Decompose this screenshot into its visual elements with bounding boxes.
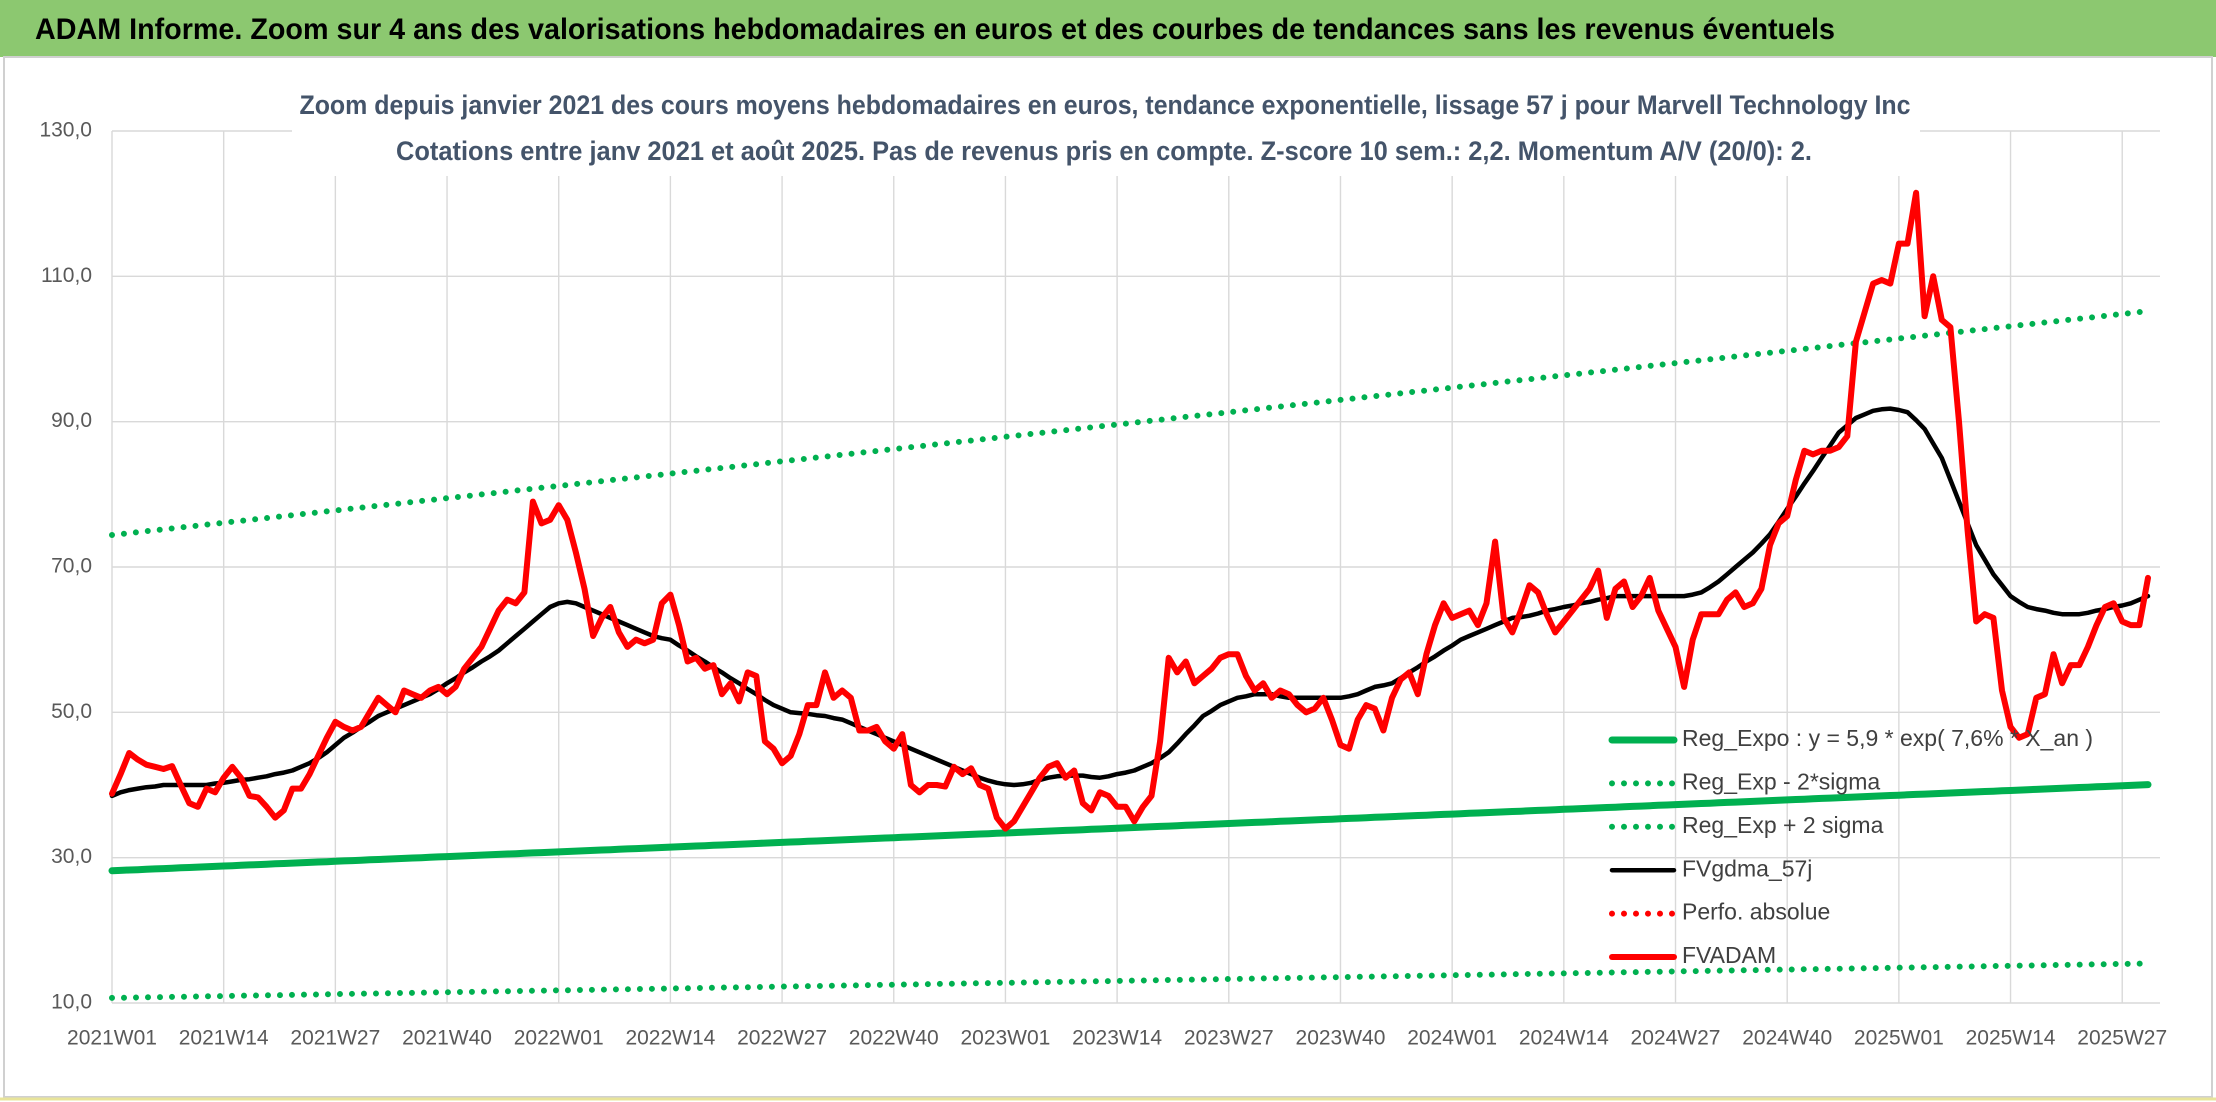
- chart-subtitle: Cotations entre janv 2021 et août 2025. …: [396, 136, 1812, 166]
- plot-lines: [108, 189, 2152, 1001]
- x-tick-label: 2022W40: [849, 1027, 939, 1050]
- x-tick-label: 2021W40: [402, 1027, 492, 1050]
- axis-labels: 10,0 30,0 50,0 70,0 90,0 110,0 130,0 2021W01 202…: [39, 119, 2167, 1050]
- header-band: [0, 0, 2216, 57]
- chart-frame: [3, 56, 2213, 1098]
- x-tick-label: 2023W40: [1296, 1027, 1386, 1050]
- y-tick-label: 70,0: [51, 555, 92, 578]
- x-tick-label: 2024W27: [1631, 1027, 1721, 1050]
- y-tick-label: 90,0: [51, 409, 92, 432]
- y-tick-label: 10,0: [51, 991, 92, 1014]
- series-line: [109, 406, 2151, 799]
- x-tick-label: 2024W40: [1742, 1027, 1832, 1050]
- series-line: [109, 960, 2151, 1001]
- legend-label: Reg_Exp + 2 sigma: [1682, 812, 1884, 838]
- legend-label: FVgdma_57j: [1682, 855, 1812, 881]
- y-tick-label: 30,0: [51, 845, 92, 868]
- x-tick-label: 2024W14: [1519, 1027, 1609, 1050]
- chart-title: Zoom depuis janvier 2021 des cours moyen…: [300, 90, 1911, 120]
- legend-label: FVADAM: [1682, 942, 1776, 968]
- x-tick-label: 2021W27: [290, 1027, 380, 1050]
- page-title: ADAM Informe. Zoom sur 4 ans des valoris…: [35, 13, 1835, 46]
- series-line: [109, 308, 2151, 538]
- series-line: [109, 189, 2151, 832]
- x-tick-label: 2025W27: [2077, 1027, 2167, 1050]
- y-tick-label: 110,0: [41, 264, 92, 287]
- y-tick-label: 130,0: [39, 119, 92, 142]
- legend-label: Perfo. absolue: [1682, 899, 1830, 925]
- x-tick-label: 2022W01: [514, 1027, 604, 1050]
- legend: Reg_Expo : y = 5,9 * exp( 7,6% * X_an ) R…: [1608, 725, 2093, 968]
- x-tick-label: 2022W14: [625, 1027, 715, 1050]
- x-tick-label: 2021W01: [67, 1027, 157, 1050]
- x-tick-label: 2024W01: [1407, 1027, 1497, 1050]
- x-tick-label: 2025W01: [1854, 1027, 1944, 1050]
- legend-label: Reg_Expo : y = 5,9 * exp( 7,6% * X_an ): [1682, 725, 2093, 751]
- x-tick-label: 2023W01: [960, 1027, 1050, 1050]
- series-line: [108, 781, 2152, 875]
- x-tick-label: 2025W14: [1966, 1027, 2056, 1050]
- y-tick-label: 50,0: [51, 700, 92, 723]
- x-tick-label: 2023W27: [1184, 1027, 1274, 1050]
- legend-label: Reg_Exp - 2*sigma: [1682, 768, 1880, 794]
- x-tick-label: 2023W14: [1072, 1027, 1162, 1050]
- x-tick-label: 2021W14: [179, 1027, 269, 1050]
- title-background: [292, 84, 1920, 176]
- x-tick-label: 2022W27: [737, 1027, 827, 1050]
